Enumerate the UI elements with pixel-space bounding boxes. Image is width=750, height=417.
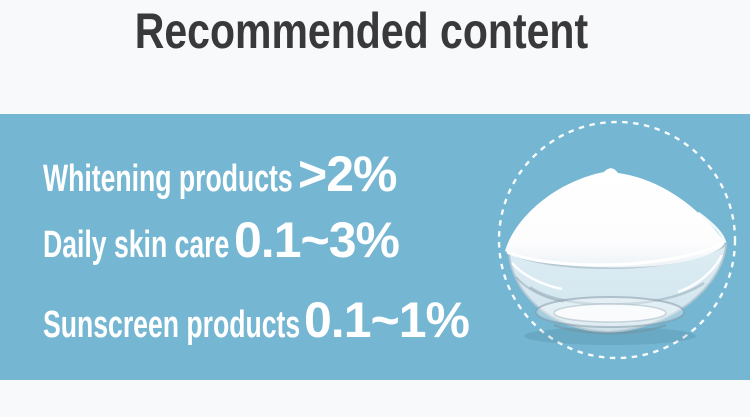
page-title: Recommended content <box>134 3 588 59</box>
row-sunscreen-products: Sunscreen products0.1~1% <box>43 292 470 348</box>
row-label: Daily skin care <box>43 224 230 266</box>
row-value: 0.1~1% <box>304 292 470 348</box>
row-daily-skin-care: Daily skin care0.1~3% <box>43 212 400 268</box>
row-value: 0.1~3% <box>234 212 400 268</box>
dashed-circle-decoration <box>497 120 737 360</box>
recommended-content-panel: Whitening products >2% Daily skin care0.1… <box>0 114 750 380</box>
row-label: Whitening products <box>43 158 293 200</box>
row-label: Sunscreen products <box>43 304 301 346</box>
row-whitening-products: Whitening products >2% <box>43 146 397 202</box>
powder-bowl-image <box>497 120 737 360</box>
row-value: >2% <box>298 146 397 202</box>
header: Recommended content <box>0 6 750 56</box>
